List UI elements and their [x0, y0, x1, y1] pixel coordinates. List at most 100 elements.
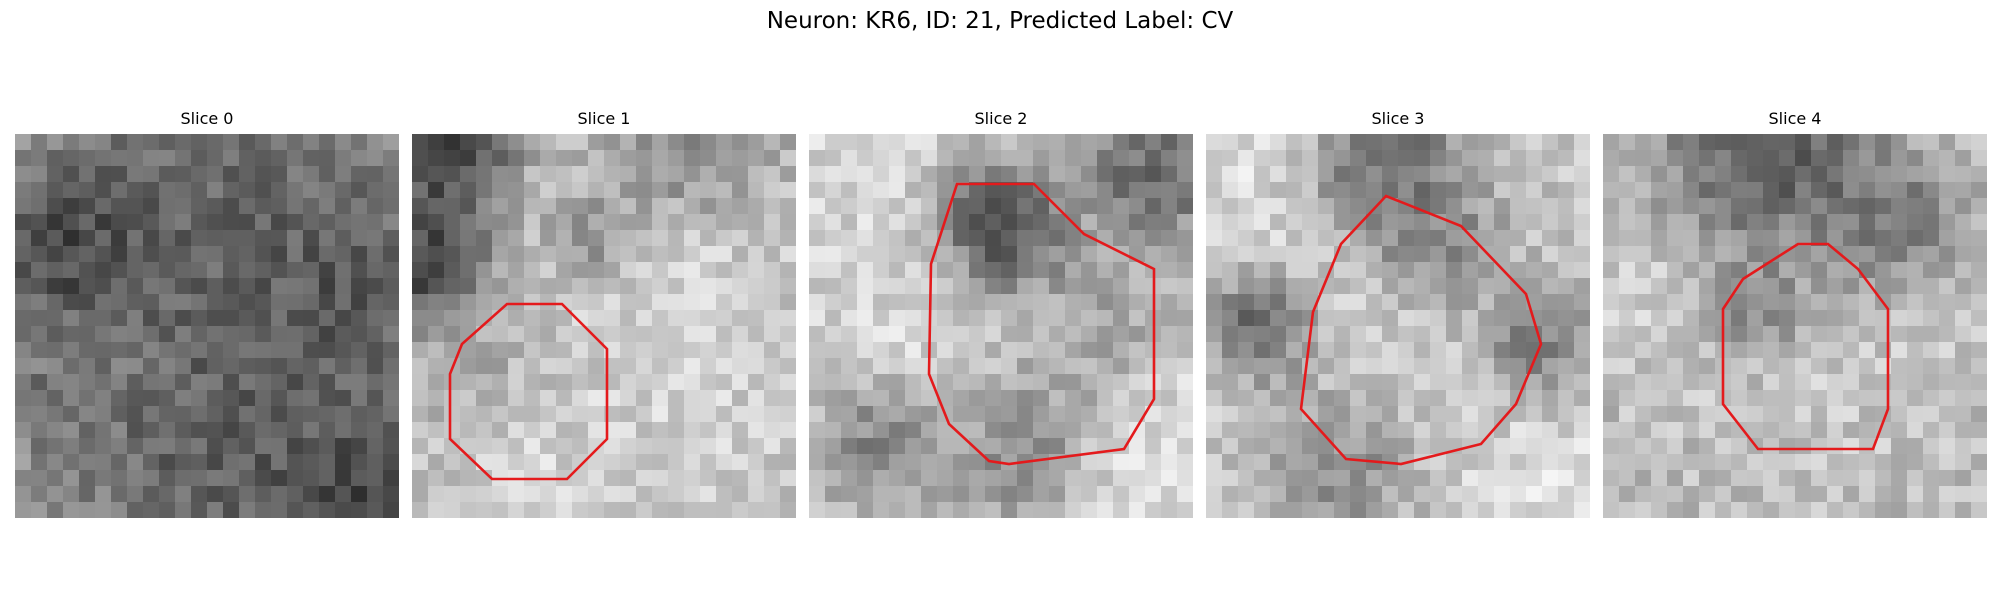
- pixel-cell: [492, 422, 509, 439]
- pixel-cell: [780, 390, 796, 407]
- pixel-cell: [239, 182, 256, 199]
- pixel-cell: [476, 262, 493, 279]
- pixel-cell: [540, 326, 557, 343]
- pixel-cell: [1635, 454, 1652, 471]
- pixel-cell: [748, 326, 765, 343]
- pixel-cell: [524, 342, 541, 359]
- pixel-cell: [809, 422, 826, 439]
- pixel-cell: [476, 374, 493, 391]
- pixel-cell: [460, 230, 477, 247]
- pixel-cell: [367, 134, 384, 151]
- pixel-cell: [1619, 342, 1636, 359]
- pixel-cell: [921, 470, 938, 487]
- pixel-cell: [809, 470, 826, 487]
- pixel-cell: [1859, 374, 1876, 391]
- pixel-cell: [1731, 262, 1748, 279]
- pixel-cell: [1286, 246, 1303, 263]
- pixel-cell: [492, 342, 509, 359]
- pixel-cell: [1206, 358, 1223, 375]
- pixel-cell: [1494, 230, 1511, 247]
- pixel-cell: [1161, 198, 1178, 215]
- pixel-cell: [223, 262, 240, 279]
- pixel-cell: [1827, 294, 1844, 311]
- pixel-cell: [1081, 502, 1098, 518]
- pixel-cell: [412, 166, 429, 183]
- pixel-cell: [588, 502, 605, 518]
- pixel-cell: [825, 342, 842, 359]
- pixel-cell: [1683, 134, 1700, 151]
- pixel-cell: [1206, 182, 1223, 199]
- pixel-cell: [1699, 230, 1716, 247]
- pixel-cell: [255, 342, 272, 359]
- pixel-cell: [1619, 454, 1636, 471]
- pixel-cell: [47, 374, 64, 391]
- pixel-cell: [540, 214, 557, 231]
- pixel-cell: [1254, 134, 1271, 151]
- pixel-cell: [1811, 406, 1828, 423]
- pixel-cell: [444, 182, 461, 199]
- pixel-cell: [460, 182, 477, 199]
- pixel-cell: [1081, 182, 1098, 199]
- pixel-cell: [1478, 342, 1495, 359]
- pixel-cell: [223, 182, 240, 199]
- pixel-cell: [1651, 310, 1668, 327]
- pixel-cell: [47, 326, 64, 343]
- pixel-cell: [780, 342, 796, 359]
- pixel-cell: [1097, 166, 1114, 183]
- pixel-cell: [1971, 294, 1987, 311]
- pixel-cell: [1414, 182, 1431, 199]
- pixel-cell: [303, 470, 320, 487]
- pixel-cell: [921, 438, 938, 455]
- pixel-cell: [159, 198, 176, 215]
- pixel-cell: [572, 390, 589, 407]
- pixel-cell: [1763, 358, 1780, 375]
- pixel-cell: [412, 390, 429, 407]
- pixel-cell: [492, 134, 509, 151]
- pixel-cell: [889, 230, 906, 247]
- pixel-cell: [319, 390, 336, 407]
- pixel-cell: [1033, 262, 1050, 279]
- pixel-cell: [716, 358, 733, 375]
- pixel-cell: [857, 502, 874, 518]
- pixel-cell: [1891, 454, 1908, 471]
- pixel-cell: [636, 422, 653, 439]
- pixel-cell: [825, 246, 842, 263]
- pixel-cell: [1731, 486, 1748, 503]
- pixel-cell: [1017, 374, 1034, 391]
- pixel-cell: [367, 374, 384, 391]
- pixel-cell: [841, 150, 858, 167]
- pixel-cell: [809, 326, 826, 343]
- pixel-cell: [620, 246, 637, 263]
- pixel-cell: [1542, 166, 1559, 183]
- pixel-cell: [1238, 326, 1255, 343]
- pixel-cell: [1510, 454, 1527, 471]
- pixel-cell: [255, 502, 272, 518]
- pixel-cell: [351, 166, 368, 183]
- pixel-cell: [1747, 390, 1764, 407]
- pixel-cell: [1081, 486, 1098, 503]
- slice-image: [1603, 134, 1987, 518]
- pixel-cell: [79, 278, 96, 295]
- pixel-cell: [1081, 406, 1098, 423]
- pixel-cell: [1017, 310, 1034, 327]
- pixel-cell: [367, 390, 384, 407]
- pixel-cell: [732, 470, 749, 487]
- pixel-cell: [1366, 150, 1383, 167]
- pixel-cell: [572, 438, 589, 455]
- pixel-cell: [588, 134, 605, 151]
- pixel-cell: [652, 214, 669, 231]
- pixel-cell: [1081, 326, 1098, 343]
- pixel-cell: [319, 470, 336, 487]
- pixel-cell: [1779, 150, 1796, 167]
- pixel-cell: [1795, 326, 1812, 343]
- pixel-cell: [556, 198, 573, 215]
- pixel-cell: [588, 230, 605, 247]
- pixel-cell: [412, 214, 429, 231]
- pixel-cell: [1779, 198, 1796, 215]
- pixel-cell: [1254, 502, 1271, 518]
- roi-contour: [927, 182, 1156, 466]
- pixel-cell: [1558, 278, 1575, 295]
- pixel-cell: [937, 358, 954, 375]
- pixel-cell: [1430, 182, 1447, 199]
- pixel-cell: [15, 342, 32, 359]
